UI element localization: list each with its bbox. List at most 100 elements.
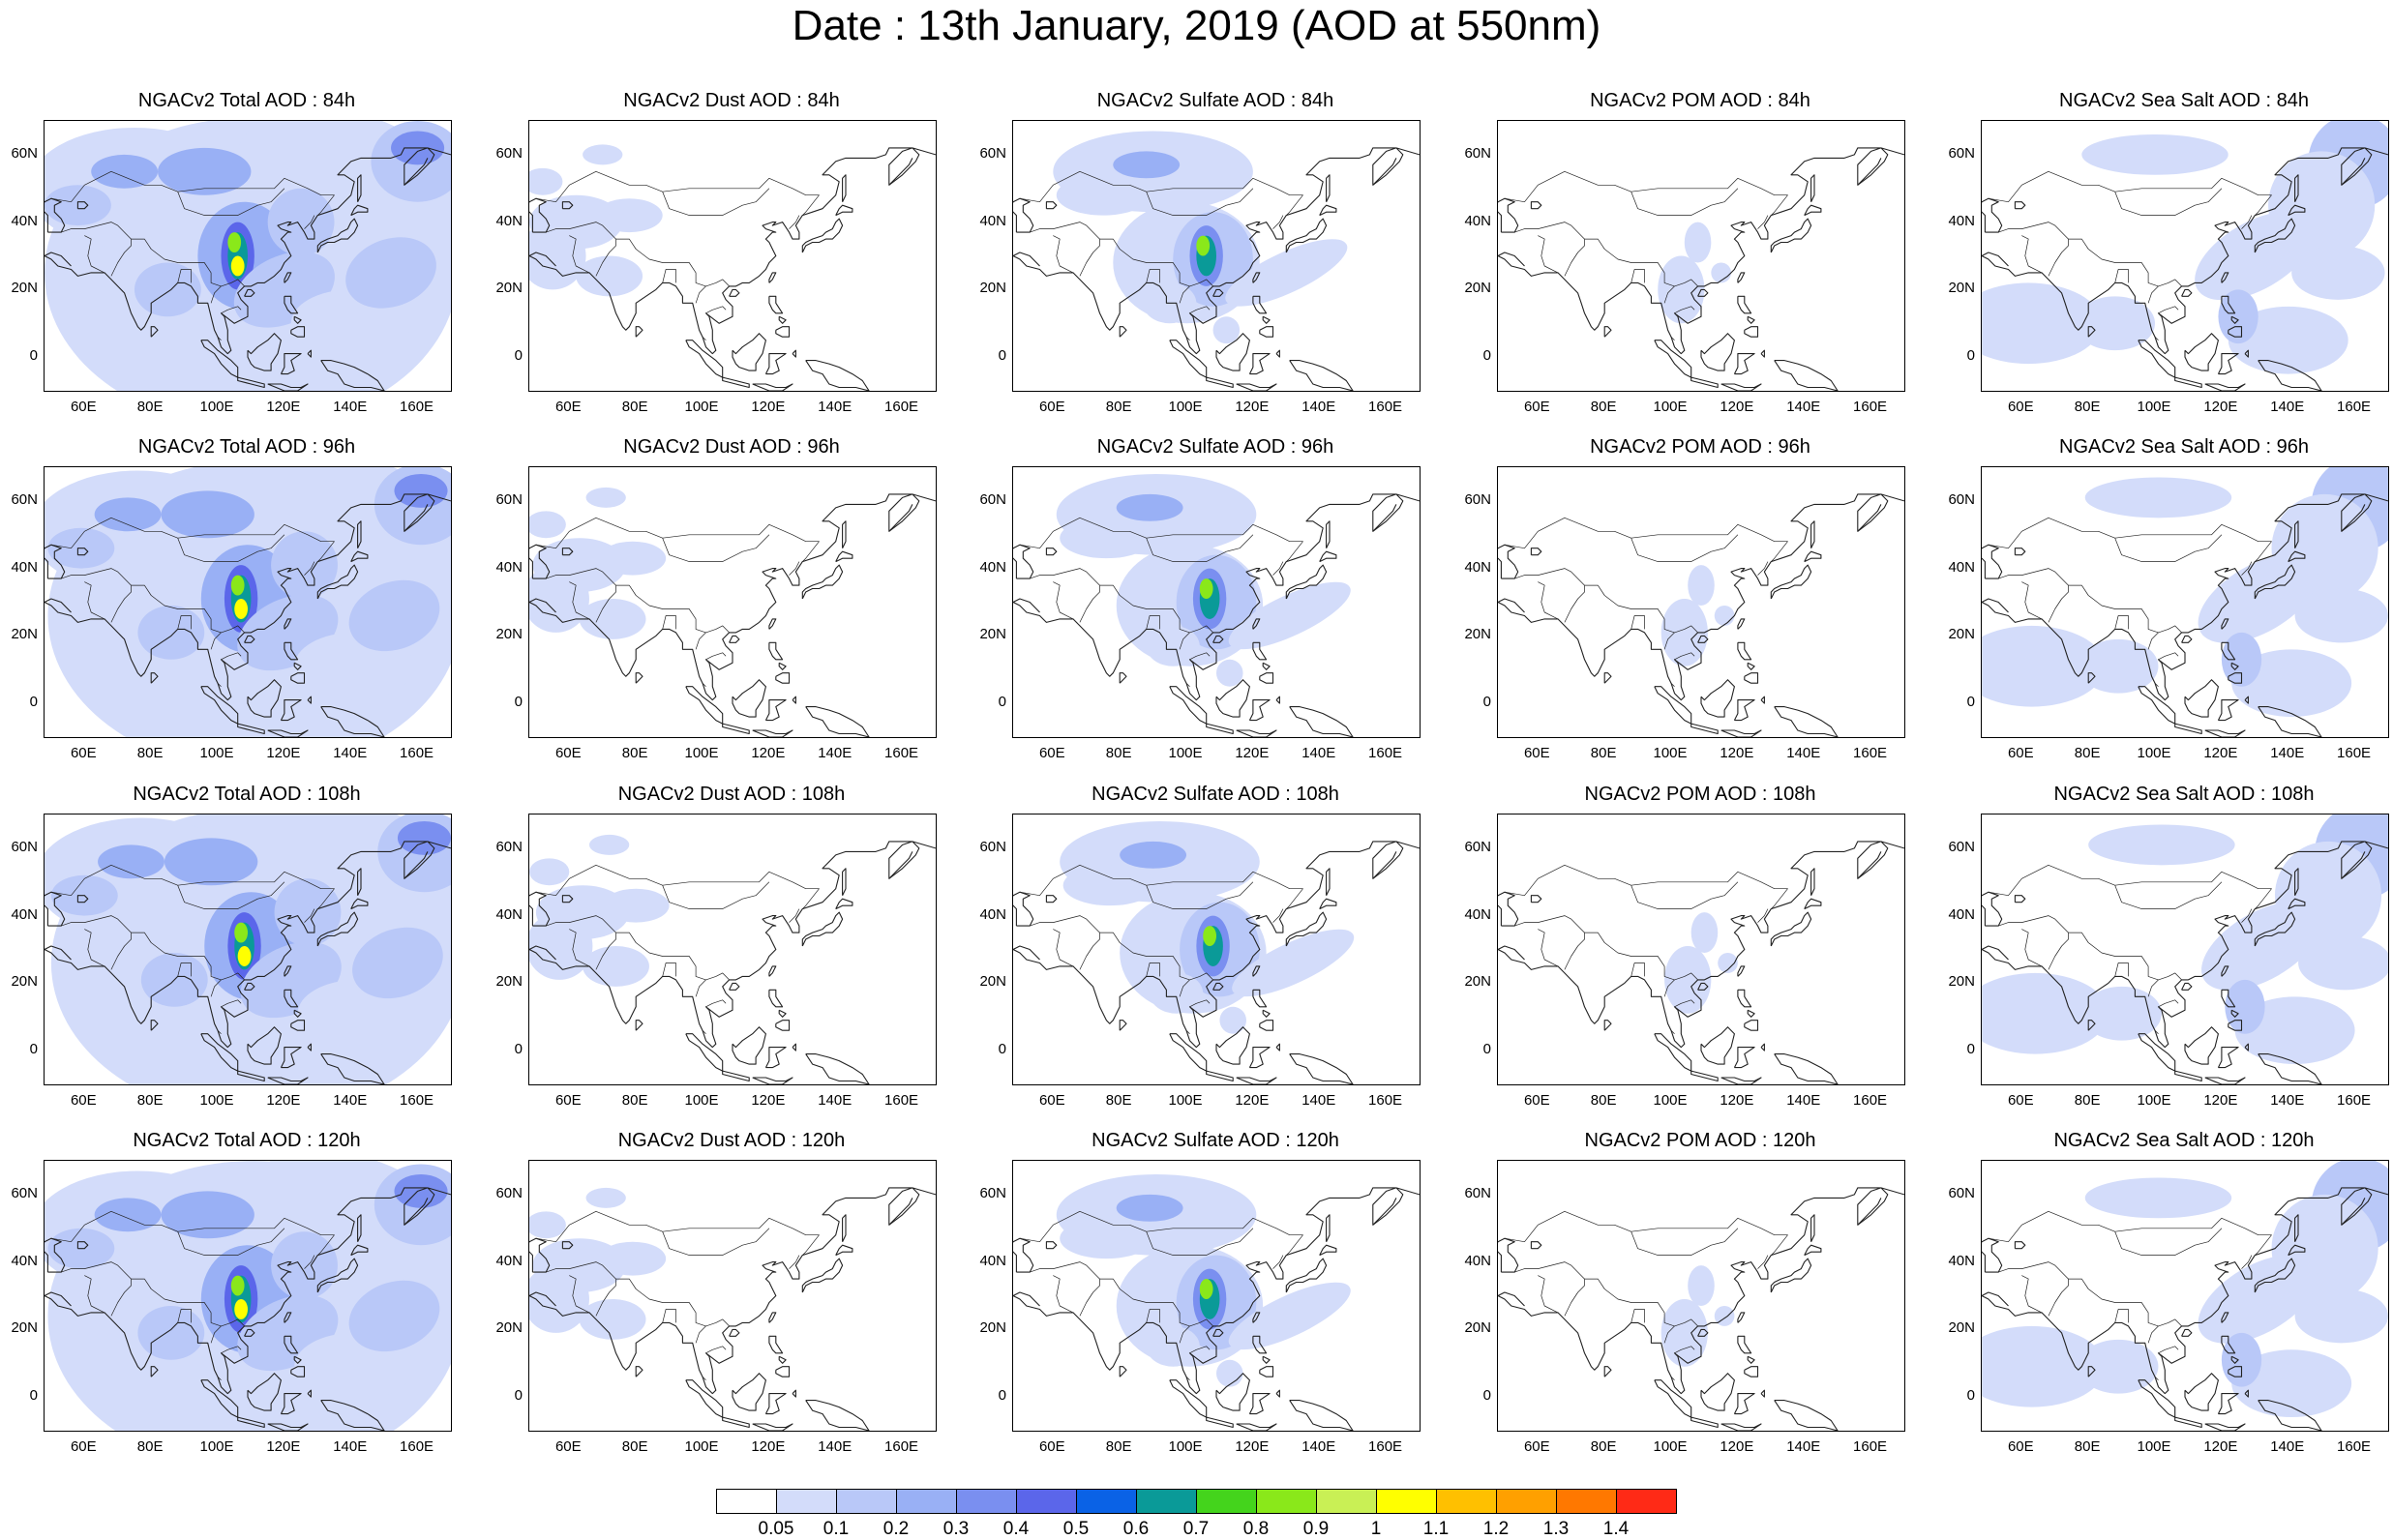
coastline [284, 641, 299, 661]
country-border [177, 269, 192, 283]
lon-tick-label: 100E [199, 745, 234, 761]
coastline [2294, 1214, 2299, 1242]
coastline [1169, 340, 1208, 378]
coastline [1262, 662, 1271, 670]
country-border [1757, 561, 1769, 576]
lat-tick-label: 60N [979, 144, 1006, 162]
coastline [561, 1241, 574, 1250]
coastline [280, 1047, 302, 1069]
aod-contour-fill [2078, 638, 2159, 694]
coastline [2221, 1312, 2229, 1323]
coastline [635, 1020, 643, 1031]
lon-tick-label: 140E [1786, 399, 1821, 415]
coastline [2288, 550, 2306, 563]
coastline [764, 1393, 787, 1415]
country-border [84, 581, 105, 620]
country-border [1146, 1309, 1160, 1323]
lat-tick-label: 40N [11, 905, 38, 923]
coastline [529, 252, 556, 267]
coastline [2184, 1026, 2219, 1065]
lon-tick-label: 120E [751, 399, 786, 415]
coastline [2181, 288, 2193, 297]
coastline [1603, 326, 1612, 338]
country-border [131, 584, 245, 634]
lat-tick-label: 40N [11, 558, 38, 576]
country-border [1757, 1255, 1769, 1269]
coastline [1747, 1009, 1755, 1018]
aod-contour-fill [1660, 1298, 1708, 1367]
country-border [705, 999, 727, 1008]
country-border [1189, 999, 1211, 1008]
country-border [1146, 615, 1160, 630]
lat-tick-label: 40N [1948, 1252, 1975, 1269]
lon-tick-label: 80E [136, 399, 164, 415]
lon-tick-label: 140E [818, 1438, 853, 1455]
coastline [2288, 204, 2306, 217]
coastline [45, 598, 72, 613]
country-border [1053, 235, 1074, 274]
coastline [320, 360, 385, 391]
country-border [1988, 864, 2272, 909]
aod-contour-fill [230, 255, 245, 277]
coastline [2181, 635, 2193, 643]
coastline [1013, 945, 1040, 961]
lon-tick-label: 60E [2007, 1092, 2034, 1109]
coastline [1770, 564, 1812, 600]
lon-tick-label: 120E [1235, 399, 1270, 415]
country-border [1630, 534, 1739, 562]
country-border [1998, 568, 2069, 586]
coastline [2221, 989, 2236, 1008]
country-border [131, 1278, 245, 1327]
lat-tick-label: 20N [1948, 280, 1975, 297]
lon-tick-label: 140E [333, 399, 368, 415]
lon-tick-label: 100E [684, 1438, 719, 1455]
coastline [1737, 272, 1746, 283]
lat-tick-label: 0 [29, 1041, 38, 1058]
coastline [320, 1053, 385, 1084]
lat-tick-label: 20N [11, 1319, 38, 1337]
lat-tick-label: 60N [495, 144, 523, 162]
coastline [1774, 1053, 1839, 1084]
coastline [1690, 723, 1719, 735]
country-border [1538, 581, 1559, 620]
coastline [1530, 548, 1542, 556]
country-border [1584, 584, 1698, 634]
lat-tick-label: 40N [1464, 558, 1491, 576]
coastline [2014, 201, 2026, 210]
country-border [2021, 235, 2043, 274]
coastline [1804, 1244, 1822, 1257]
coastline [1498, 891, 1519, 927]
coastline [842, 520, 847, 548]
country-border [1030, 1261, 1100, 1280]
aod-contour-fill [1658, 255, 1705, 324]
coastline [1212, 982, 1224, 991]
country-border [789, 908, 800, 923]
lon-tick-label: 100E [1168, 399, 1203, 415]
country-border [1564, 585, 1585, 623]
panel-title: NGACv2 POM AOD : 96h [1590, 436, 1810, 458]
aod-contour-fill [1060, 518, 1153, 559]
aod-contour-fill [1060, 1218, 1153, 1259]
aod-field [529, 487, 667, 639]
coastline [267, 1077, 309, 1084]
map-frame [1981, 120, 2389, 392]
country-border [1988, 1210, 2272, 1256]
country-border [695, 285, 706, 304]
lat-tick-label: 20N [1464, 626, 1491, 643]
lon-tick-label: 120E [1720, 745, 1754, 761]
lat-tick-label: 20N [1464, 973, 1491, 991]
figure-title: Date : 13th January, 2019 (AOD at 550nm) [792, 2, 1601, 49]
coastline [237, 1416, 265, 1429]
lon-tick-label: 140E [1301, 1092, 1336, 1109]
lat-tick-label: 40N [1948, 905, 1975, 923]
lat-tick-label: 0 [514, 1041, 523, 1058]
aod-contour-fill [2294, 1288, 2388, 1344]
lon-tick-label: 160E [884, 399, 919, 415]
map-frame [1497, 120, 1905, 392]
coastline [1013, 891, 1034, 927]
lon-tick-label: 120E [1720, 1092, 1754, 1109]
country-border [662, 962, 676, 977]
coastline [1720, 1423, 1762, 1431]
aod-contour-fill [1664, 946, 1712, 1014]
aod-field [529, 834, 670, 987]
